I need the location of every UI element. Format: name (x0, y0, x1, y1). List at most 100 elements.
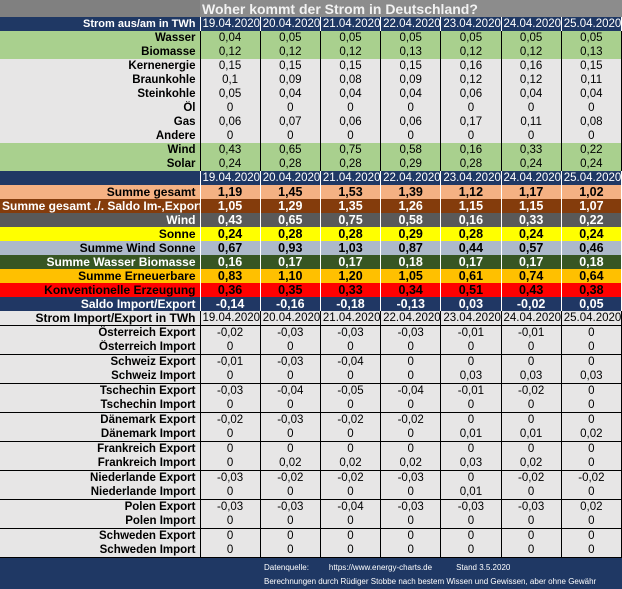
value-cell[interactable]: -0,02 (260, 470, 321, 485)
value-cell[interactable]: 0,16 (440, 59, 502, 73)
value-cell[interactable]: 0 (260, 369, 321, 384)
value-cell[interactable]: 1,07 (561, 199, 622, 213)
value-cell[interactable]: 0,03 (440, 456, 502, 471)
value-cell[interactable]: 0 (501, 354, 562, 369)
value-cell[interactable]: 0 (260, 129, 321, 143)
value-cell[interactable]: 0,28 (320, 227, 382, 241)
value-cell[interactable]: 0 (200, 528, 261, 543)
value-cell[interactable]: 0,16 (440, 213, 502, 227)
value-cell[interactable]: -0,18 (320, 297, 382, 311)
value-cell[interactable]: 0 (561, 398, 622, 413)
value-cell[interactable]: 0,11 (561, 73, 622, 87)
value-cell[interactable]: 0 (380, 369, 442, 384)
value-cell[interactable]: 1,19 (200, 185, 261, 199)
value-cell[interactable]: 0,04 (380, 87, 442, 101)
value-cell[interactable]: 0 (440, 101, 502, 115)
value-cell[interactable]: 0 (380, 398, 442, 413)
value-cell[interactable]: -0,04 (260, 383, 321, 398)
value-cell[interactable]: 0,24 (501, 157, 562, 171)
value-cell[interactable]: 0,33 (320, 283, 382, 297)
value-cell[interactable]: 0 (200, 543, 261, 558)
value-cell[interactable]: 0,16 (501, 59, 562, 73)
source-link[interactable]: https://www.energy-charts.de (328, 563, 433, 572)
value-cell[interactable]: 0 (200, 129, 261, 143)
value-cell[interactable]: 0 (561, 514, 622, 529)
value-cell[interactable]: 0 (380, 340, 442, 355)
value-cell[interactable]: 0,01 (440, 427, 502, 442)
value-cell[interactable]: 0,87 (380, 241, 442, 255)
value-cell[interactable]: 0 (320, 485, 382, 500)
value-cell[interactable]: 1,45 (260, 185, 321, 199)
value-cell[interactable]: -0,13 (380, 297, 442, 311)
value-cell[interactable]: -0,01 (200, 354, 261, 369)
value-cell[interactable]: -0,01 (501, 325, 562, 340)
value-cell[interactable]: 0,09 (380, 73, 442, 87)
value-cell[interactable]: 0 (260, 485, 321, 500)
value-cell[interactable]: 0 (501, 129, 562, 143)
value-cell[interactable]: -0,01 (440, 383, 502, 398)
value-cell[interactable]: 0,58 (380, 213, 442, 227)
value-cell[interactable]: 0,13 (561, 45, 622, 59)
value-cell[interactable]: 0,05 (561, 297, 622, 311)
value-cell[interactable]: 0,04 (320, 87, 382, 101)
value-cell[interactable]: -0,02 (380, 412, 442, 427)
value-cell[interactable]: 1,17 (501, 185, 562, 199)
value-cell[interactable]: 0,17 (320, 255, 382, 269)
value-cell[interactable]: 0 (380, 485, 442, 500)
value-cell[interactable]: 0,06 (440, 87, 502, 101)
value-cell[interactable]: 0,24 (561, 227, 622, 241)
value-cell[interactable]: 0 (440, 398, 502, 413)
value-cell[interactable]: 0,44 (440, 241, 502, 255)
value-cell[interactable]: 0 (561, 129, 622, 143)
value-cell[interactable]: 0,43 (200, 213, 261, 227)
value-cell[interactable]: 0,06 (380, 115, 442, 129)
value-cell[interactable]: 0 (320, 369, 382, 384)
value-cell[interactable]: 0 (320, 101, 382, 115)
value-cell[interactable]: 0,17 (501, 255, 562, 269)
value-cell[interactable]: 0 (561, 485, 622, 500)
value-cell[interactable]: 1,02 (561, 185, 622, 199)
value-cell[interactable]: 0,15 (380, 59, 442, 73)
value-cell[interactable]: 0,04 (200, 31, 261, 45)
value-cell[interactable]: -0,02 (320, 470, 382, 485)
value-cell[interactable]: -0,03 (200, 470, 261, 485)
value-cell[interactable]: 0 (380, 101, 442, 115)
value-cell[interactable]: 0,65 (260, 143, 321, 157)
value-cell[interactable]: 0,18 (561, 255, 622, 269)
value-cell[interactable]: 0 (440, 470, 502, 485)
value-cell[interactable]: 0,05 (320, 31, 382, 45)
value-cell[interactable]: 0,03 (561, 369, 622, 384)
value-cell[interactable]: 0,03 (440, 297, 502, 311)
value-cell[interactable]: -0,03 (380, 325, 442, 340)
value-cell[interactable]: 0,08 (320, 73, 382, 87)
value-cell[interactable]: -0,03 (440, 499, 502, 514)
value-cell[interactable]: 0,12 (440, 73, 502, 87)
value-cell[interactable]: -0,02 (561, 470, 622, 485)
value-cell[interactable]: 0,15 (200, 59, 261, 73)
value-cell[interactable]: -0,04 (320, 499, 382, 514)
value-cell[interactable]: 0 (501, 101, 562, 115)
value-cell[interactable]: 0,24 (501, 227, 562, 241)
value-cell[interactable]: 0 (561, 101, 622, 115)
value-cell[interactable]: 0,43 (200, 143, 261, 157)
value-cell[interactable]: 0,38 (561, 283, 622, 297)
value-cell[interactable]: 0,24 (200, 157, 261, 171)
value-cell[interactable]: 0,17 (440, 255, 502, 269)
value-cell[interactable]: 1,10 (260, 269, 321, 283)
value-cell[interactable]: 0,51 (440, 283, 502, 297)
value-cell[interactable]: -0,03 (501, 499, 562, 514)
value-cell[interactable]: 0,28 (320, 157, 382, 171)
value-cell[interactable]: 0 (380, 129, 442, 143)
value-cell[interactable]: 1,20 (320, 269, 382, 283)
value-cell[interactable]: -0,02 (200, 412, 261, 427)
value-cell[interactable]: -0,02 (501, 470, 562, 485)
value-cell[interactable]: 1,39 (380, 185, 442, 199)
value-cell[interactable]: 0 (260, 514, 321, 529)
value-cell[interactable]: 0,15 (320, 59, 382, 73)
value-cell[interactable]: 0,93 (260, 241, 321, 255)
value-cell[interactable]: 0,64 (561, 269, 622, 283)
value-cell[interactable]: 0 (200, 340, 261, 355)
value-cell[interactable]: 0 (200, 427, 261, 442)
value-cell[interactable]: 0 (320, 514, 382, 529)
value-cell[interactable]: 0 (320, 427, 382, 442)
